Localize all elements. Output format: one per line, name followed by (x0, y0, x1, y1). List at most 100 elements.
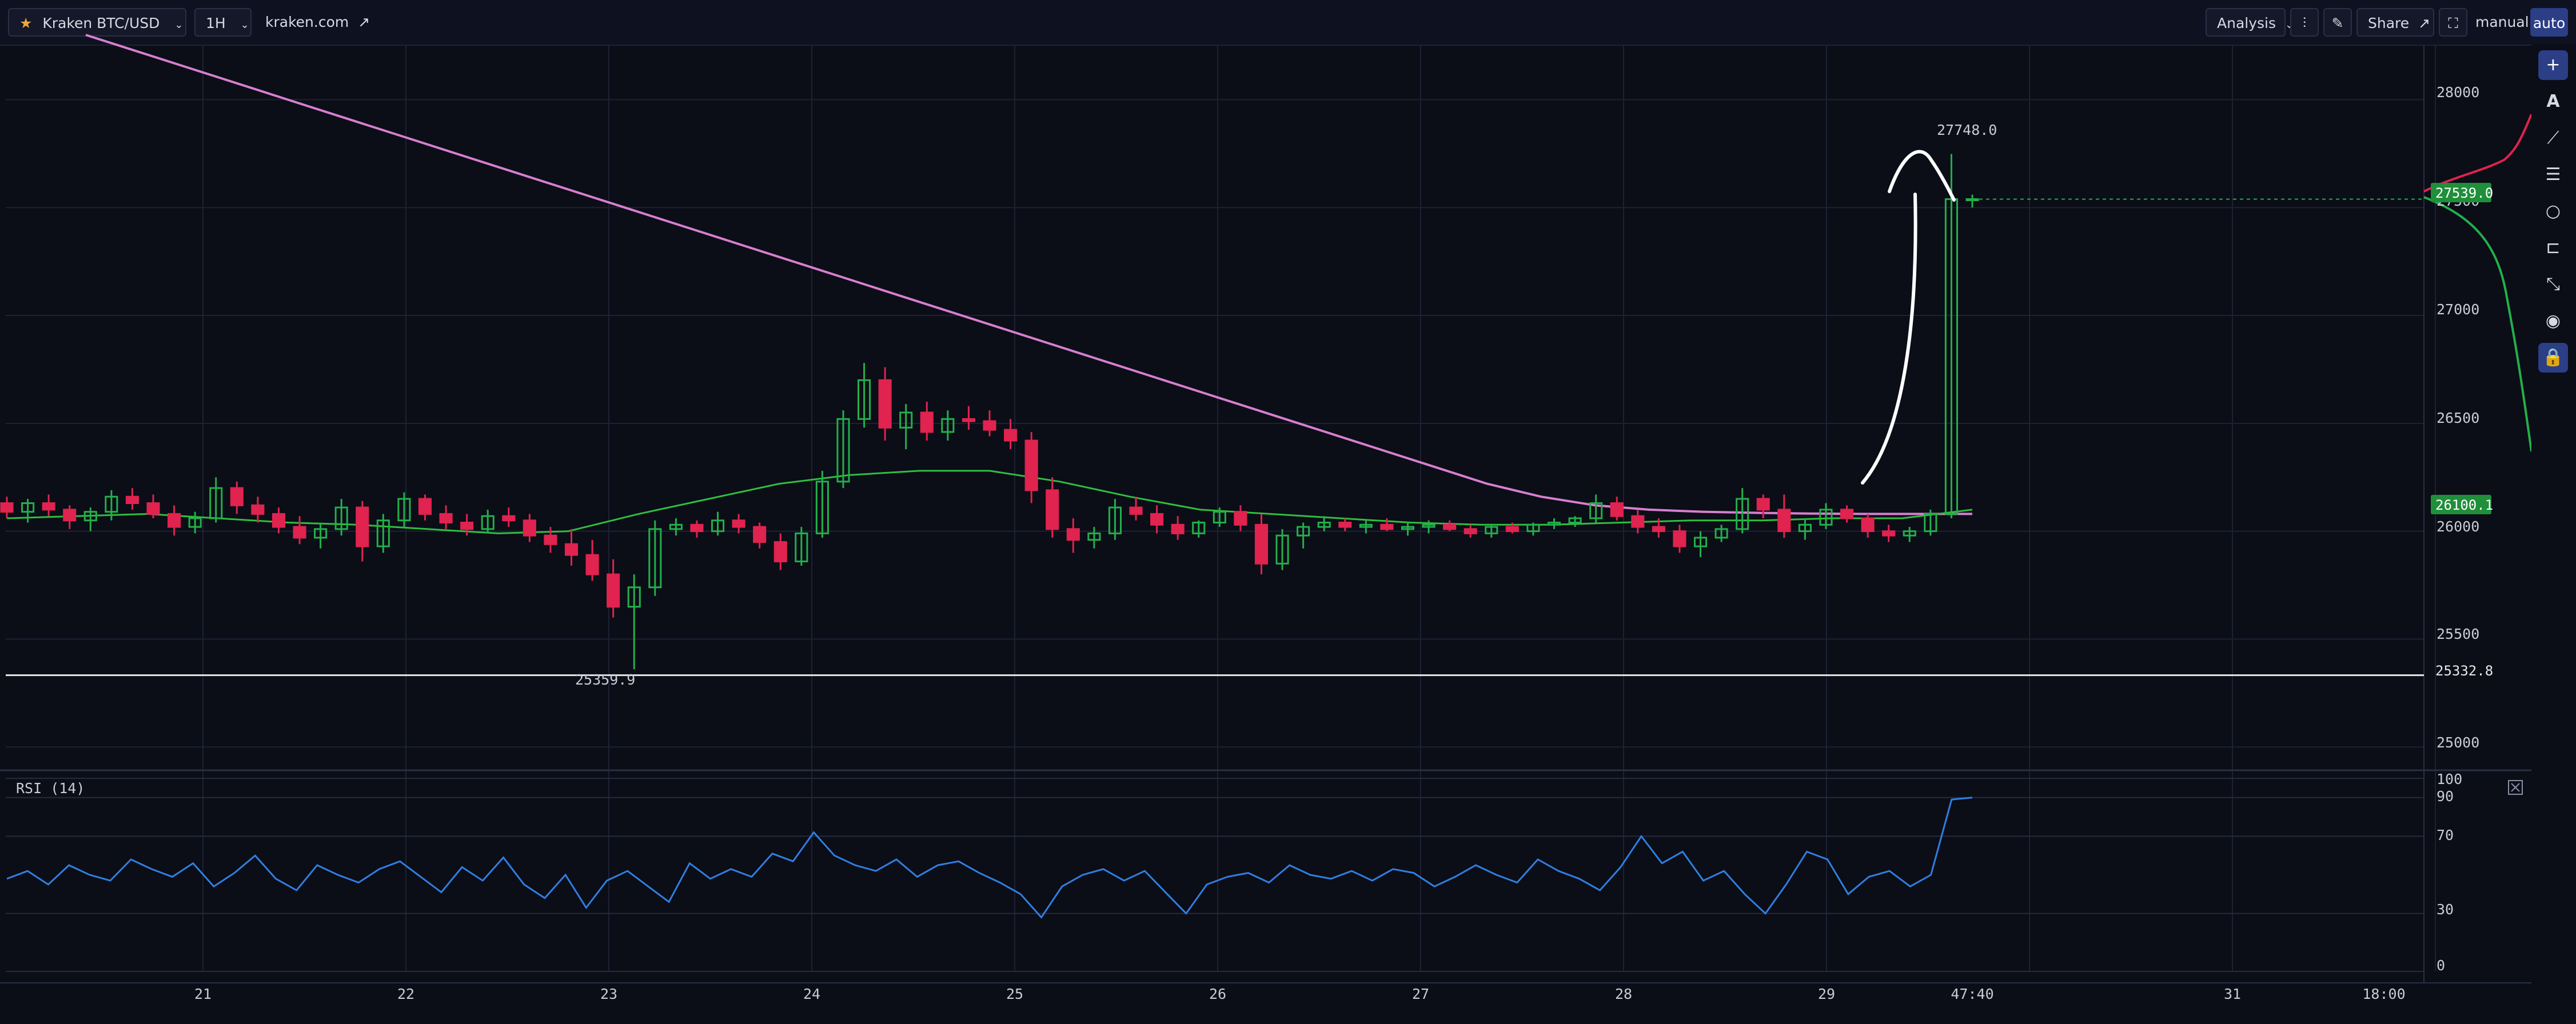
candle-body (1464, 528, 1477, 534)
ema-long-path (85, 34, 1972, 515)
candle-body (711, 519, 725, 533)
x-tick: 28 (1615, 986, 1632, 1002)
candle-body (1861, 517, 1875, 533)
candle-body (607, 573, 620, 608)
candle-body (1024, 439, 1038, 491)
rsi-title: RSI (14) (16, 780, 85, 797)
candle-body (1798, 523, 1812, 533)
y-tick: 25000 (2437, 734, 2479, 751)
candle-body (356, 506, 369, 547)
drawing-toolbar: + A ⟋ ☰ ○ ⊏ ⤡ ◉ 🔒 (2531, 45, 2576, 1024)
trend-line-icon[interactable]: ⟋ (2547, 128, 2559, 148)
star-icon[interactable]: ★ (19, 15, 33, 31)
candle-body (293, 526, 306, 539)
rsi-close-icon[interactable] (2508, 780, 2523, 795)
candle-body (209, 487, 223, 519)
candle-body (1066, 528, 1080, 541)
candle-body (1213, 511, 1226, 524)
candle-body (1171, 523, 1185, 534)
ema-long-line (85, 34, 1972, 515)
candle-body (1882, 530, 1896, 537)
last-price-tag-bg (2431, 183, 2491, 202)
candle-body (669, 523, 683, 530)
candle-body (334, 506, 348, 530)
candle-body (585, 554, 599, 575)
candle-body (1338, 522, 1352, 528)
candle-body (1693, 537, 1708, 547)
lock-icon[interactable]: 🔒 (2538, 343, 2568, 373)
candle-body (1547, 522, 1561, 526)
eye-icon[interactable]: ◉ (2545, 311, 2561, 331)
candle-body (1317, 522, 1331, 528)
candle-body (1485, 526, 1498, 534)
chevron-down-icon: ⌄ (174, 19, 184, 31)
candle-body (795, 532, 808, 562)
manual-toggle[interactable]: manual (2472, 8, 2533, 37)
auto-toggle[interactable]: auto (2530, 8, 2568, 37)
candle-body (1944, 198, 1958, 515)
analysis-dropdown[interactable]: Analysis ⌄ (2206, 8, 2294, 37)
candle-body (1819, 509, 1833, 526)
ema-short-line (6, 470, 1973, 534)
rsi-line (6, 797, 1973, 919)
rsi-y-tick: 100 (2437, 771, 2462, 787)
candle-body (83, 511, 97, 522)
x-tick: 31 (2224, 986, 2241, 1002)
interval-selector[interactable]: 1H ⌄ (194, 8, 252, 37)
source-link[interactable]: kraken.com ↗ (255, 8, 380, 37)
candle-body (1192, 522, 1206, 534)
candle-body (773, 541, 787, 562)
share-button[interactable]: Share ↗ (2356, 8, 2434, 37)
candle-body (1129, 506, 1143, 515)
candle-body (439, 513, 453, 524)
y-tick: 28000 (2437, 84, 2479, 101)
interval-label: 1H (206, 15, 226, 31)
axes: 21 22 23 24 25 26 27 28 29 47:40 31 18:0… (16, 84, 2523, 1002)
candle-body (0, 502, 14, 513)
y-tick: 26000 (2437, 518, 2479, 535)
candle-body (1443, 523, 1457, 530)
candle-body (376, 519, 390, 547)
candle-body (1108, 506, 1122, 534)
fullscreen-button[interactable]: ⛶ (2439, 8, 2467, 37)
path-icon[interactable]: ⤡ (2546, 274, 2560, 294)
candle-body (857, 379, 871, 420)
rsi-y-tick: 30 (2437, 901, 2454, 918)
text-icon[interactable]: A (2546, 91, 2560, 111)
candle-body (168, 513, 181, 528)
candle-body (1568, 517, 1582, 524)
candle-body (648, 528, 662, 589)
circle-icon[interactable]: ○ (2545, 201, 2561, 221)
candle-body (983, 420, 996, 431)
candle-body (397, 498, 411, 522)
candle-body (1526, 523, 1540, 533)
candle-body (941, 418, 955, 433)
horizontal-lines-icon[interactable]: ☰ (2545, 165, 2561, 185)
candle-body (21, 502, 35, 513)
x-tick: 21 (194, 986, 212, 1002)
x-tick: 27 (1412, 986, 1429, 1002)
plus-icon[interactable]: + (2538, 50, 2568, 80)
candle-body (732, 519, 745, 528)
indicator-settings-icon: ⫶ (2302, 15, 2307, 31)
candle-body (251, 504, 265, 515)
candle-body (544, 534, 557, 545)
candle-body (125, 495, 139, 505)
annotations (6, 114, 2533, 677)
candle-body (1652, 526, 1665, 533)
indicator-settings-button[interactable]: ⫶ (2290, 8, 2319, 37)
x-tick: 18:00 (2362, 986, 2405, 1002)
rsi-y-tick: 90 (2437, 788, 2454, 805)
candle-body (1004, 429, 1018, 442)
candle-body (1422, 523, 1435, 528)
candle-body (105, 495, 118, 513)
x-tick: 23 (600, 986, 617, 1002)
draw-button[interactable]: ✎ (2323, 8, 2352, 37)
candles (0, 154, 1979, 670)
symbol-selector[interactable]: ★ Kraken BTC/USD ⌄ (8, 8, 186, 37)
measure-icon[interactable]: ⊏ (2546, 238, 2561, 258)
candle-body (1505, 526, 1519, 533)
candle-body (314, 528, 328, 539)
candle-body (188, 517, 202, 528)
